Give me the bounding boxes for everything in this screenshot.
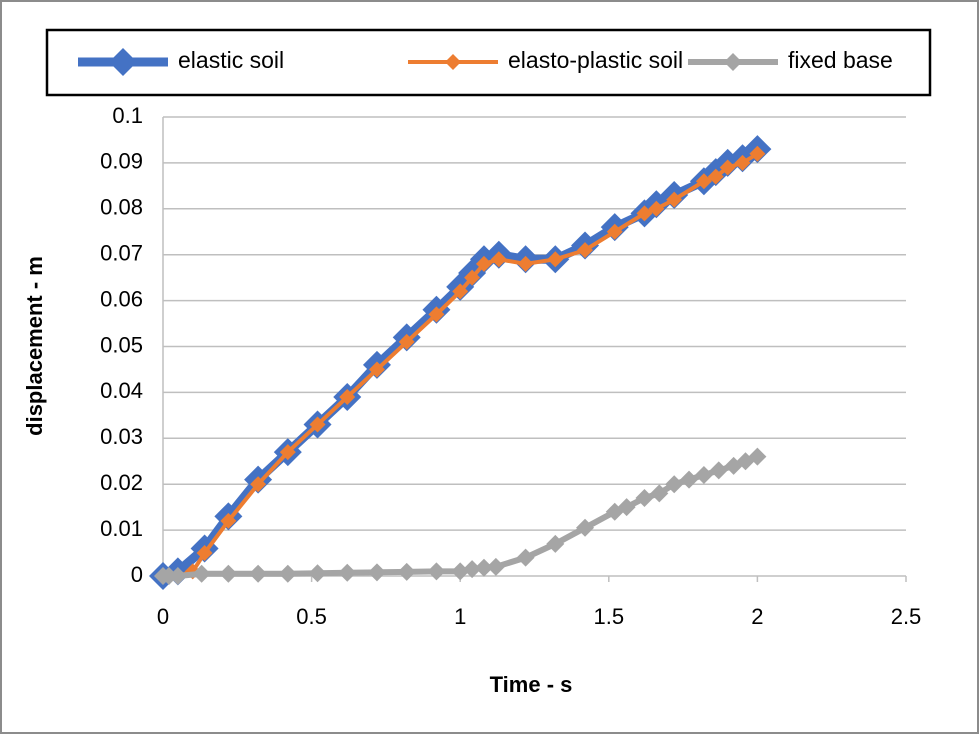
data-point <box>464 269 481 286</box>
data-point <box>576 518 595 537</box>
data-point <box>219 564 238 583</box>
x-axis-title: Time - s <box>490 672 573 697</box>
legend-label: elasto-plastic soil <box>508 47 683 73</box>
data-point <box>168 567 187 585</box>
legend-marker <box>109 48 137 76</box>
x-tick-label: 0.5 <box>296 604 327 629</box>
data-point <box>192 564 211 583</box>
y-tick-label: 0.07 <box>100 241 143 266</box>
x-tick-label: 0 <box>157 604 169 629</box>
data-point <box>648 200 665 217</box>
legend-marker <box>724 53 742 71</box>
data-point <box>427 562 446 581</box>
data-point <box>338 563 357 582</box>
y-tick-label: 0.03 <box>100 424 143 449</box>
series-line <box>163 152 759 578</box>
y-axis-title: displacement - m <box>22 256 47 436</box>
y-tick-label: 0.02 <box>100 470 143 495</box>
legend-marker <box>445 54 461 70</box>
data-point <box>250 476 267 493</box>
y-tick-label: 0.01 <box>100 516 143 541</box>
data-point <box>309 416 326 433</box>
data-point <box>666 191 683 208</box>
x-tick-label: 1 <box>454 604 466 629</box>
y-tick-label: 0.1 <box>112 103 143 128</box>
data-point <box>368 361 385 378</box>
data-point <box>220 512 237 529</box>
data-point <box>398 333 415 350</box>
data-point <box>397 562 416 581</box>
x-tick-label: 1.5 <box>594 604 625 629</box>
data-point <box>308 564 327 583</box>
data-point <box>517 255 534 272</box>
legend-label: elastic soil <box>178 47 284 73</box>
data-point <box>719 159 736 176</box>
data-point <box>452 283 469 300</box>
data-point <box>475 255 492 272</box>
y-tick-label: 0 <box>131 562 143 587</box>
data-point <box>749 145 766 162</box>
data-point <box>279 444 296 461</box>
data-point <box>249 564 268 583</box>
y-tick-label: 0.08 <box>100 195 143 220</box>
data-point <box>339 388 356 405</box>
data-point <box>546 534 565 553</box>
data-point <box>680 470 699 489</box>
data-point <box>650 484 669 503</box>
data-point <box>516 548 535 567</box>
data-point <box>695 173 712 190</box>
data-point <box>278 564 297 583</box>
data-point <box>709 461 728 480</box>
data-point <box>490 251 507 268</box>
data-point <box>577 242 594 259</box>
data-point <box>694 466 713 485</box>
data-point <box>748 447 767 466</box>
data-point <box>635 488 654 507</box>
data-point <box>707 168 724 185</box>
data-point <box>196 545 213 562</box>
data-point <box>367 563 386 582</box>
data-point <box>665 475 684 494</box>
y-tick-label: 0.05 <box>100 332 143 357</box>
data-point <box>428 306 445 323</box>
x-tick-label: 2.5 <box>891 604 922 629</box>
y-tick-label: 0.04 <box>100 378 143 403</box>
x-tick-label: 2 <box>751 604 763 629</box>
y-tick-label: 0.09 <box>100 149 143 174</box>
data-point <box>547 251 564 268</box>
data-point <box>486 557 505 576</box>
data-point <box>617 498 636 517</box>
data-point <box>463 560 482 579</box>
legend-label: fixed base <box>788 47 893 73</box>
y-tick-label: 0.06 <box>100 286 143 311</box>
data-point <box>474 558 493 577</box>
data-point <box>734 154 751 171</box>
data-point <box>451 562 470 581</box>
data-point <box>636 205 653 222</box>
data-point <box>606 223 623 240</box>
